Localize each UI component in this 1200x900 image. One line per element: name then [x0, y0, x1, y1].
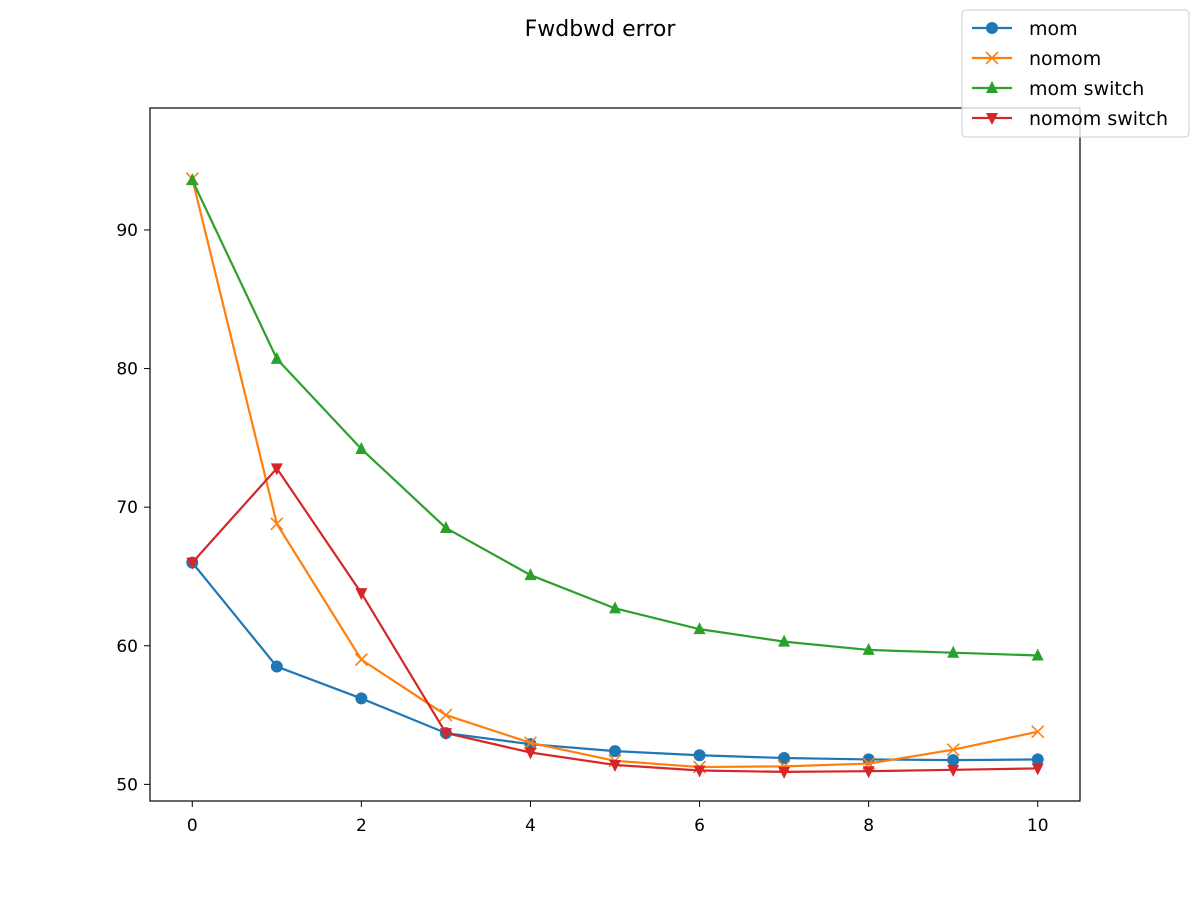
x-tick-label: 2: [356, 816, 367, 836]
y-tick-label: 90: [116, 221, 138, 241]
legend-label: nomom: [1029, 48, 1101, 70]
y-tick-label: 70: [116, 498, 138, 518]
data-point-nomom-1: [270, 517, 284, 531]
data-point-mom-6: [693, 749, 706, 762]
data-point-nomom-3: [439, 708, 453, 722]
data-point-mom-switch-6: [693, 622, 706, 635]
data-point-mom-switch-10: [1031, 648, 1044, 661]
series-line-mom-switch: [191, 179, 1038, 657]
data-point-nomom-switch-9: [947, 764, 960, 777]
legend-item-mom-switch: mom switch: [972, 78, 1144, 100]
data-point-mom-5: [609, 745, 621, 758]
data-point-nomom-switch-3: [439, 728, 452, 741]
legend-item-mom: mom: [972, 18, 1078, 40]
data-point-mom-7: [778, 752, 791, 765]
data-point-nomom-switch-4: [524, 747, 537, 760]
data-point-mom-1: [270, 660, 283, 673]
x-tick-label: 10: [1027, 816, 1049, 836]
x-tick-label: 8: [863, 816, 874, 836]
data-point-mom-switch-4: [524, 568, 537, 581]
data-point-mom-switch-0: [186, 173, 199, 186]
data-point-mom-10: [1031, 753, 1044, 766]
data-point-nomom-switch-7: [778, 766, 791, 779]
x-tick-label: 4: [525, 816, 536, 836]
data-point-mom-switch-8: [862, 642, 875, 655]
legend-box: [961, 9, 1190, 138]
data-point-nomom-switch-10: [1031, 763, 1044, 776]
data-point-nomom-10: [1031, 725, 1045, 739]
series-line-nomom-switch: [191, 466, 1038, 773]
x-tick-label: 6: [694, 816, 705, 836]
y-tick-label: 80: [116, 360, 138, 380]
data-point-nomom-switch-8: [862, 766, 875, 779]
legend-label: mom: [1029, 18, 1078, 40]
legend: mom nomom mom switch nomom switch: [961, 9, 1190, 138]
data-point-nomom-9: [946, 743, 960, 757]
data-point-nomom-switch-5: [609, 759, 621, 772]
series-mom-switch: [186, 173, 1044, 661]
legend-label: nomom switch: [1029, 108, 1168, 130]
data-point-mom-9: [947, 754, 960, 767]
legend-marker-mom: [986, 22, 998, 34]
legend-item-nomom: nomom: [972, 48, 1101, 70]
y-tick-label: 60: [116, 637, 138, 657]
legend-marker-mom-switch: [986, 81, 998, 93]
series-nomom: [185, 172, 1045, 774]
series-mom: [186, 556, 1044, 767]
data-point-mom-switch-7: [778, 634, 791, 647]
data-point-mom-switch-2: [355, 441, 368, 454]
legend-item-nomom-switch: nomom switch: [972, 108, 1168, 130]
series-layer: [185, 172, 1045, 779]
x-axis: 0 2 4 6 8 10: [187, 801, 1049, 836]
data-point-nomom-2: [354, 653, 368, 667]
data-point-nomom-switch-6: [693, 765, 706, 778]
data-point-mom-switch-3: [439, 520, 452, 533]
x-tick-label: 0: [187, 816, 198, 836]
data-point-nomom-switch-0: [186, 557, 199, 570]
legend-label: mom switch: [1029, 78, 1144, 100]
data-point-mom-switch-1: [270, 351, 283, 364]
y-tick-label: 50: [116, 775, 138, 795]
legend-marker-nomom: [985, 51, 999, 65]
data-point-nomom-switch-1: [270, 463, 283, 476]
y-axis: 50 60 70 80 90: [116, 221, 150, 795]
data-point-mom-2: [355, 692, 368, 705]
data-point-mom-switch-9: [947, 645, 960, 658]
plot-frame: [149, 107, 1081, 802]
data-point-nomom-switch-2: [355, 588, 368, 601]
series-line-nomom: [191, 178, 1038, 769]
data-point-mom-switch-5: [609, 601, 621, 614]
chart-title: Fwdbwd error: [525, 17, 677, 42]
legend-marker-nomom-switch: [986, 113, 998, 125]
series-nomom-switch: [186, 463, 1044, 779]
data-point-nomom-4: [523, 736, 538, 750]
